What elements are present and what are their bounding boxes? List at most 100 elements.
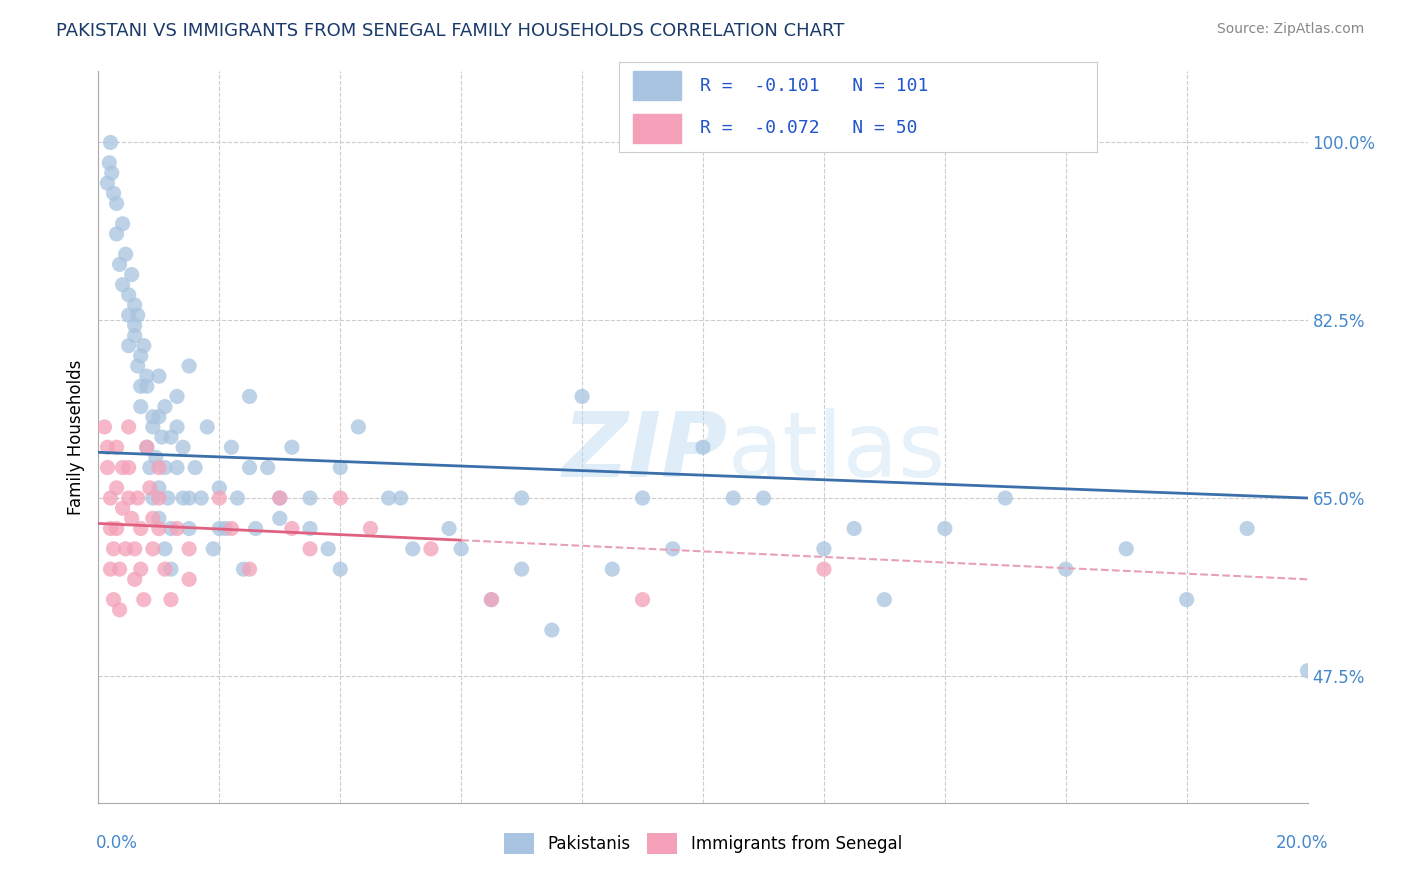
Point (631, 592, 654, 607)
Point (142, 511, 165, 525)
Point (316, 541, 339, 556)
Point (121, 511, 143, 525)
Point (135, 440, 157, 454)
Point (184, 460, 207, 475)
Point (208, 521, 231, 535)
Point (631, 491, 654, 505)
Point (118, 491, 141, 505)
Point (752, 491, 775, 505)
Point (124, 328, 146, 343)
Point (93, 420, 115, 434)
Point (723, 491, 745, 505)
Point (239, 460, 262, 475)
Point (153, 541, 176, 556)
Point (153, 460, 176, 475)
Point (114, 247, 136, 261)
Point (127, 308, 149, 322)
Point (226, 491, 249, 505)
Point (179, 572, 201, 586)
Point (142, 541, 165, 556)
Point (256, 460, 278, 475)
Point (481, 592, 503, 607)
Point (153, 562, 176, 576)
Point (139, 481, 162, 495)
Point (96, 460, 118, 475)
Point (166, 420, 188, 434)
Point (103, 541, 125, 556)
Point (148, 481, 170, 495)
Point (190, 491, 212, 505)
Point (873, 592, 896, 607)
Point (142, 420, 165, 434)
Point (269, 511, 291, 525)
Text: Source: ZipAtlas.com: Source: ZipAtlas.com (1216, 22, 1364, 37)
Point (111, 460, 134, 475)
Point (360, 521, 382, 535)
Point (148, 409, 170, 424)
Point (602, 562, 624, 576)
Point (281, 440, 304, 454)
Point (148, 521, 170, 535)
Point (179, 541, 201, 556)
Point (214, 521, 236, 535)
Point (142, 491, 165, 505)
Point (329, 460, 352, 475)
Point (100, 136, 122, 150)
Point (111, 217, 134, 231)
Text: ZIP: ZIP (562, 408, 727, 496)
Point (160, 430, 183, 444)
Point (172, 491, 194, 505)
Point (103, 186, 125, 201)
Point (118, 339, 141, 353)
Point (329, 562, 352, 576)
Point (148, 369, 170, 384)
Point (98, 155, 121, 169)
Point (105, 196, 128, 211)
Point (269, 491, 291, 505)
Point (103, 592, 125, 607)
Point (100, 166, 122, 180)
Point (437, 521, 460, 535)
Point (132, 592, 155, 607)
Point (100, 562, 122, 576)
Point (129, 349, 152, 363)
Point (111, 277, 134, 292)
Point (402, 541, 425, 556)
Point (239, 562, 262, 576)
Point (195, 420, 218, 434)
Point (135, 379, 157, 393)
Point (114, 541, 136, 556)
Point (172, 440, 194, 454)
Point (108, 562, 131, 576)
Point (420, 541, 443, 556)
Point (148, 491, 170, 505)
Point (96, 440, 118, 454)
Point (150, 430, 173, 444)
Point (108, 257, 131, 271)
Point (540, 623, 562, 637)
Point (1296, 664, 1319, 678)
Point (208, 481, 231, 495)
Point (127, 491, 149, 505)
Legend: Pakistanis, Immigrants from Senegal: Pakistanis, Immigrants from Senegal (498, 827, 908, 860)
Text: PAKISTANI VS IMMIGRANTS FROM SENEGAL FAMILY HOUSEHOLDS CORRELATION CHART: PAKISTANI VS IMMIGRANTS FROM SENEGAL FAM… (56, 22, 845, 40)
Point (179, 491, 201, 505)
Point (166, 521, 188, 535)
Point (221, 440, 243, 454)
Point (844, 521, 866, 535)
Point (934, 521, 956, 535)
Point (281, 521, 304, 535)
Point (118, 288, 141, 302)
Point (145, 450, 167, 465)
Text: R =  -0.072   N = 50: R = -0.072 N = 50 (700, 120, 917, 137)
Point (160, 521, 183, 535)
Text: R =  -0.101   N = 101: R = -0.101 N = 101 (700, 77, 928, 95)
Point (100, 521, 122, 535)
Point (124, 298, 146, 312)
Point (132, 339, 155, 353)
Point (111, 501, 134, 516)
Point (118, 420, 141, 434)
Point (127, 359, 149, 373)
Point (135, 369, 157, 384)
Point (160, 592, 183, 607)
